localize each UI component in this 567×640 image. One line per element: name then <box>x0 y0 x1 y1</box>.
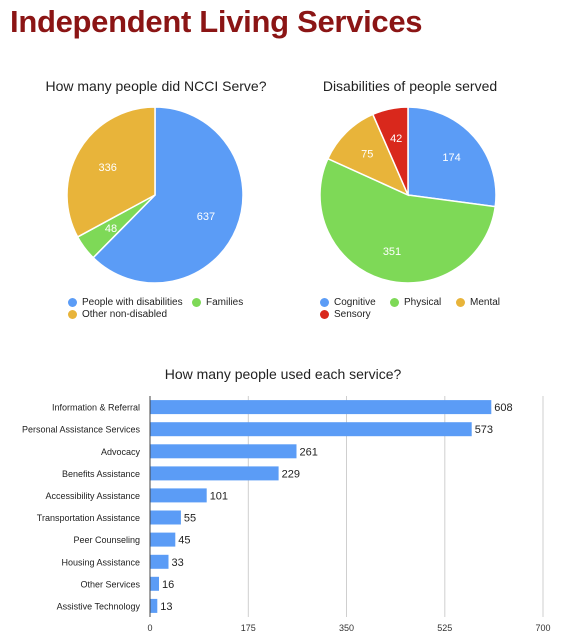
chart-title-services: How many people used each service? <box>164 366 402 382</box>
bar-value-label-information-and-referral: 608 <box>494 402 512 414</box>
y-category-label-accessibility-assistance: Accessibility Assistance <box>45 491 140 501</box>
bar-advocacy <box>150 444 297 459</box>
pie-value-label-sensory: 42 <box>390 133 402 145</box>
y-category-label-personal-assistance-services: Personal Assistance Services <box>22 425 141 435</box>
bar-value-label-assistive-technology: 13 <box>160 601 172 613</box>
x-tick-label-350: 350 <box>339 623 354 633</box>
bar-chart-services: 0 175 350 525 700 Information & Referral 608 Pe… <box>22 396 551 633</box>
bar-accessibility-assistance <box>150 488 207 503</box>
y-category-label-peer-counseling: Peer Counseling <box>73 535 140 545</box>
y-category-label-other-services: Other Services <box>80 579 140 589</box>
x-tick-label-175: 175 <box>241 623 256 633</box>
bar-value-label-advocacy: 261 <box>300 446 318 458</box>
legend-item-cognitive: Cognitive <box>320 297 376 308</box>
bar-benefits-assistance <box>150 466 279 481</box>
legend-item-other-non-disabled: Other non-disabled <box>68 309 167 320</box>
pie-slice-cognitive <box>407 106 497 208</box>
legend-item-families: Families <box>192 297 243 308</box>
pie-value-label-physical: 351 <box>383 246 401 258</box>
pie-slice-physical <box>319 157 497 284</box>
y-category-label-information-and-referral: Information & Referral <box>52 403 140 413</box>
bar-other-services <box>150 576 159 591</box>
pie-value-label-other-non-disabled: 336 <box>99 162 117 174</box>
legend-item-mental: Mental <box>456 297 500 308</box>
x-tick-label-525: 525 <box>437 623 452 633</box>
bar-value-label-housing-assistance: 33 <box>172 557 184 569</box>
bar-value-label-peer-counseling: 45 <box>178 535 190 547</box>
y-category-label-benefits-assistance: Benefits Assistance <box>62 469 140 479</box>
y-category-label-transportation-assistance: Transportation Assistance <box>37 513 140 523</box>
page-title: Independent Living Services <box>10 4 423 39</box>
pie-value-label-cognitive: 174 <box>442 152 460 164</box>
legend-label-people-with-disabilities: People with disabilities <box>82 297 183 308</box>
y-category-label-advocacy: Advocacy <box>101 447 141 457</box>
pie-chart-people-served: 637 48 336 <box>66 106 244 284</box>
bar-value-label-transportation-assistance: 55 <box>184 513 196 525</box>
legend-swatch-physical <box>390 298 399 307</box>
bar-transportation-assistance <box>150 510 181 525</box>
x-tick-label-700: 700 <box>535 623 550 633</box>
pie-chart-disabilities: 174 351 75 42 <box>319 106 497 284</box>
chart-title-people-served: How many people did NCCI Serve? <box>45 78 267 94</box>
legend-item-sensory: Sensory <box>320 309 371 320</box>
pie-slice-mental <box>326 113 410 197</box>
legend-swatch-cognitive <box>320 298 329 307</box>
legend-swatch-families <box>192 298 201 307</box>
legend-swatch-sensory <box>320 310 329 319</box>
legend-label-mental: Mental <box>470 297 501 308</box>
pie-slice-sensory <box>371 106 409 196</box>
pie-slice-other-non-disabled <box>66 106 156 238</box>
legend-label-physical: Physical <box>404 297 442 308</box>
legend-label-families: Families <box>206 297 244 308</box>
y-category-label-assistive-technology: Assistive Technology <box>57 601 141 611</box>
legend-item-people-with-disabilities: People with disabilities <box>68 297 183 308</box>
pie-value-label-mental: 75 <box>361 149 373 161</box>
bar-housing-assistance <box>150 554 169 569</box>
x-tick-label-0: 0 <box>147 623 152 633</box>
pie-value-label-families: 48 <box>105 223 117 235</box>
legend-label-other-non-disabled: Other non-disabled <box>82 309 168 320</box>
bar-information-and-referral <box>150 400 492 415</box>
pie-value-label-people-with-disabilities: 637 <box>197 211 215 223</box>
legend-item-physical: Physical <box>390 297 441 308</box>
bar-peer-counseling <box>150 532 176 547</box>
legend-label-sensory: Sensory <box>334 309 371 320</box>
legend-swatch-people-with-disabilities <box>68 298 77 307</box>
bar-value-label-personal-assistance-services: 573 <box>475 424 493 436</box>
legend-label-cognitive: Cognitive <box>334 297 376 308</box>
y-category-label-housing-assistance: Housing Assistance <box>61 557 140 567</box>
legend-swatch-mental <box>456 298 465 307</box>
bar-value-label-accessibility-assistance: 101 <box>210 490 228 502</box>
legend-swatch-other-non-disabled <box>68 310 77 319</box>
bar-personal-assistance-services <box>150 422 472 437</box>
chart-title-disabilities: Disabilities of people served <box>322 78 498 94</box>
bar-assistive-technology <box>150 598 158 613</box>
bar-value-label-other-services: 16 <box>162 579 174 591</box>
pie-slice-people-with-disabilities <box>92 106 244 284</box>
bar-value-label-benefits-assistance: 229 <box>282 468 300 480</box>
